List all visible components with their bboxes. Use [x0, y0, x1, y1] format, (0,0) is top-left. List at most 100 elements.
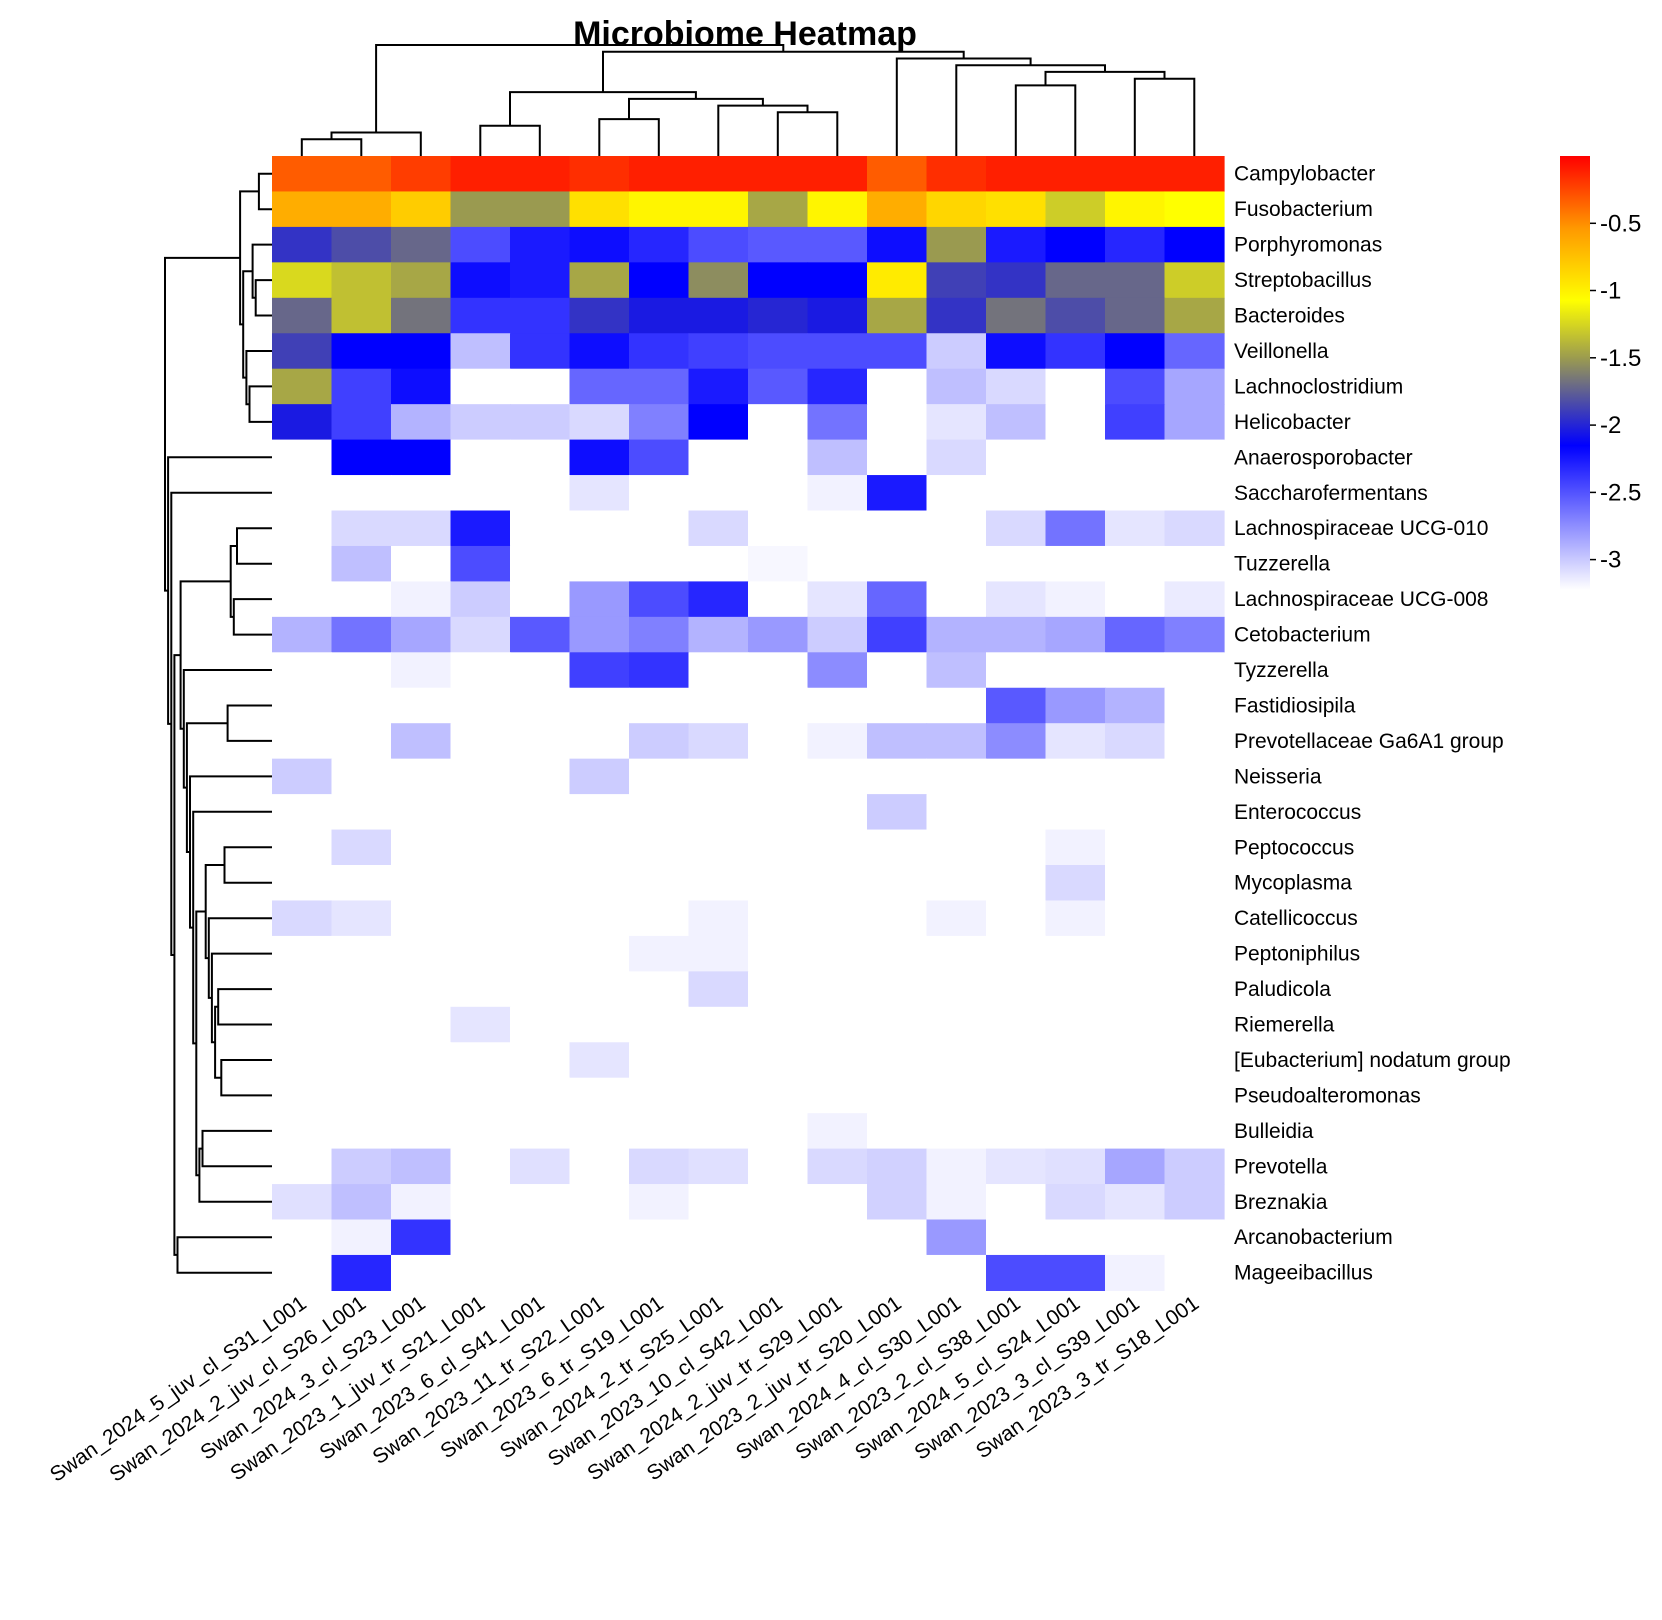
heatmap-cell: [450, 1219, 511, 1256]
heatmap-cell: [391, 368, 452, 405]
heatmap-cell: [1105, 1148, 1166, 1185]
heatmap-cell: [807, 226, 868, 263]
color-scale-tick-label: -1: [1600, 278, 1621, 305]
heatmap-cell: [569, 1006, 630, 1043]
heatmap-cell: [331, 475, 392, 512]
heatmap-cell: [391, 404, 452, 441]
heatmap-cell: [391, 1184, 452, 1221]
heatmap-cell: [1105, 900, 1166, 937]
heatmap-cell: [688, 475, 749, 512]
heatmap-cell: [748, 510, 809, 547]
heatmap-cell: [569, 156, 630, 193]
heatmap-cell: [1164, 1148, 1225, 1185]
heatmap-cell: [391, 829, 452, 866]
heatmap-cell: [629, 1006, 690, 1043]
row-label: Tuzzerella: [1234, 553, 1330, 576]
heatmap-cell: [926, 1006, 987, 1043]
heatmap-cell: [391, 794, 452, 831]
heatmap-cell: [1045, 971, 1106, 1008]
heatmap-cell: [1045, 1006, 1106, 1043]
heatmap-cell: [450, 156, 511, 193]
heatmap-cell: [926, 1254, 987, 1291]
heatmap-cell: [807, 156, 868, 193]
heatmap-cell: [272, 935, 333, 972]
heatmap-cell: [569, 297, 630, 334]
heatmap-cell: [510, 1219, 571, 1256]
heatmap-cell: [807, 262, 868, 299]
heatmap-cell: [450, 687, 511, 724]
heatmap-cell: [986, 687, 1047, 724]
heatmap-cell: [807, 545, 868, 582]
heatmap-cell: [1105, 439, 1166, 476]
heatmap-cell: [867, 794, 928, 831]
heatmap-cell: [1164, 1042, 1225, 1079]
heatmap-cell: [688, 758, 749, 795]
heatmap-cell: [1105, 1184, 1166, 1221]
heatmap-cell: [331, 156, 392, 193]
heatmap-cell: [272, 545, 333, 582]
heatmap-cell: [331, 226, 392, 263]
heatmap-cell: [867, 1077, 928, 1114]
heatmap-cell: [450, 439, 511, 476]
heatmap-cell: [1164, 226, 1225, 263]
row-label: Arcanobacterium: [1234, 1226, 1393, 1249]
heatmap-cell: [569, 1113, 630, 1150]
heatmap-cell: [629, 404, 690, 441]
heatmap-cell: [391, 510, 452, 547]
heatmap-cell: [1045, 1077, 1106, 1114]
heatmap-cell: [748, 723, 809, 760]
heatmap-cell: [272, 156, 333, 193]
heatmap-cell: [867, 687, 928, 724]
heatmap-cell: [510, 1184, 571, 1221]
heatmap-cell: [629, 865, 690, 902]
heatmap-cell: [331, 829, 392, 866]
row-label: Tyzzerella: [1234, 659, 1329, 682]
heatmap-cell: [510, 439, 571, 476]
heatmap-cell: [629, 900, 690, 937]
heatmap-cell: [1105, 1077, 1166, 1114]
heatmap-cell: [450, 297, 511, 334]
heatmap-cell: [391, 616, 452, 653]
chart-title: Microbiome Heatmap: [573, 15, 917, 53]
heatmap-cell: [1164, 1254, 1225, 1291]
heatmap-cell: [688, 510, 749, 547]
heatmap-cell: [1164, 1113, 1225, 1150]
row-label: Lachnospiraceae UCG-008: [1234, 588, 1488, 611]
heatmap-cell: [569, 1077, 630, 1114]
heatmap-cell: [331, 545, 392, 582]
heatmap-cell: [986, 794, 1047, 831]
heatmap-cell: [986, 1077, 1047, 1114]
heatmap-cell: [331, 368, 392, 405]
heatmap-cell: [807, 1042, 868, 1079]
heatmap-cell: [688, 581, 749, 618]
heatmap-cell: [688, 545, 749, 582]
heatmap-cell: [1045, 156, 1106, 193]
heatmap-cell: [986, 829, 1047, 866]
heatmap-cell: [688, 723, 749, 760]
row-label: Peptococcus: [1234, 836, 1354, 859]
heatmap-cell: [510, 1254, 571, 1291]
heatmap-cell: [688, 226, 749, 263]
heatmap-cell: [272, 723, 333, 760]
heatmap-cell: [1105, 581, 1166, 618]
color-scale-legend: -0.5 -1 -1.5 -2 -2.5 -3: [1560, 156, 1641, 590]
heatmap-cell: [1164, 794, 1225, 831]
heatmap-cell: [926, 1042, 987, 1079]
heatmap-cell: [272, 794, 333, 831]
heatmap-cell: [1164, 191, 1225, 228]
heatmap-cell: [867, 1219, 928, 1256]
heatmap-cell: [510, 262, 571, 299]
row-dendrogram: [164, 172, 272, 1274]
heatmap-cell: [450, 333, 511, 370]
heatmap-cell: [272, 758, 333, 795]
heatmap-cell: [272, 404, 333, 441]
heatmap-cell: [1105, 156, 1166, 193]
heatmap-cell: [391, 1148, 452, 1185]
heatmap-cell: [272, 226, 333, 263]
heatmap-cell: [926, 687, 987, 724]
heatmap-cell: [569, 687, 630, 724]
heatmap-cell: [569, 900, 630, 937]
row-label: [Eubacterium] nodatum group: [1234, 1049, 1511, 1072]
heatmap-cell: [272, 1077, 333, 1114]
heatmap-cell: [986, 616, 1047, 653]
